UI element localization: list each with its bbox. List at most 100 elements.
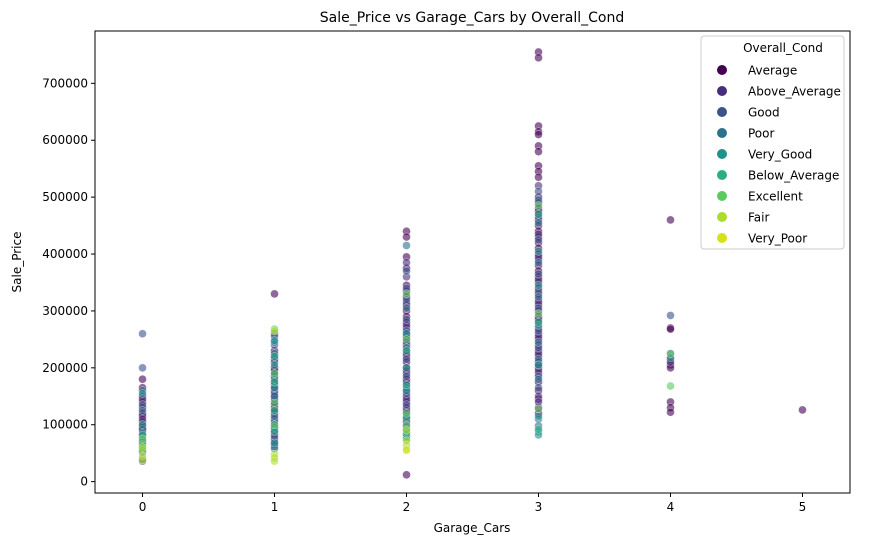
x-tick-label: 4 [667,500,675,514]
data-point-good [534,269,543,279]
data-point-average [666,215,675,225]
data-point-fair [270,456,279,466]
data-point-poor [534,374,543,384]
data-point-average [534,53,543,62]
data-point-excellent [270,420,279,429]
data-point-good [138,329,147,338]
chart-title: Sale_Price vs Garage_Cars by Overall_Con… [320,10,624,26]
data-point-fair [270,326,279,336]
y-tick-label: 500000 [42,190,88,204]
data-point-average [138,374,147,384]
data-point-very-good [402,363,411,373]
data-point-fair [138,443,147,452]
data-point-excellent [534,201,543,210]
x-tick-label: 0 [139,500,147,514]
legend-label: Excellent [748,190,803,204]
legend: Overall_Cond Average Above_Average Good Poo… [700,35,845,250]
legend-frame [700,35,845,250]
data-point-poor [402,241,411,250]
x-tick-label: 3 [535,500,543,514]
legend-marker [717,107,727,117]
data-point-good [402,400,411,410]
data-point-excellent [666,349,675,358]
data-point-excellent [402,289,411,299]
legend-label: Fair [748,211,769,225]
legend-title: Overall_Cond [743,41,823,55]
legend-marker [717,212,727,222]
legend-label: Good [748,106,780,120]
data-point-good [402,372,411,381]
data-point-excellent [270,369,279,378]
x-axis-label: Garage_Cars [434,521,511,535]
x-tick-label: 1 [271,500,279,514]
y-axis-label: Sale_Price [10,232,24,293]
data-point-poor [534,258,543,267]
legend-marker [717,170,727,180]
data-point-average [534,147,543,156]
data-point-below-average [534,209,543,219]
data-point-fair [402,426,411,435]
data-point-good [402,315,411,324]
y-tick-label: 700000 [42,76,88,90]
data-point-poor [534,337,543,347]
data-point-good [402,266,411,276]
data-point-very-good [270,336,279,345]
y-tick-label: 200000 [42,361,88,375]
data-point-below-average [270,352,279,361]
data-point-below-average [534,425,543,434]
data-point-good [402,355,411,364]
data-point-excellent [402,409,411,418]
data-point-very-good [534,246,543,256]
x-tick-label: 2 [403,500,411,514]
legend-label: Very_Poor [748,232,807,246]
data-point-very-good [534,360,543,370]
data-point-excellent [666,381,675,391]
data-point-average [534,172,543,182]
data-point-average [534,130,543,139]
y-tick-label: 100000 [42,418,88,432]
data-point-excellent [534,309,543,319]
data-point-average [798,405,807,415]
plot-area [138,47,807,480]
data-point-very-good [534,411,543,421]
legend-label: Above_Average [748,85,841,99]
legend-marker [717,65,727,75]
y-tick-label: 300000 [42,304,88,318]
data-point-average [402,470,411,480]
y-tick-label: 0 [80,475,88,489]
data-point-average [270,289,279,299]
data-point-excellent [534,404,543,414]
data-point-poor [534,292,543,301]
data-point-very-good [138,389,147,398]
data-point-excellent [402,335,411,344]
data-point-poor [138,406,147,415]
data-point-good [534,383,543,392]
data-point-below-average [270,406,279,415]
data-point-poor [402,303,411,313]
data-point-fair [138,455,147,465]
legend-label: Below_Average [748,169,839,183]
data-point-below-average [534,318,543,327]
data-point-excellent [138,434,147,444]
data-point-good [534,235,543,245]
data-point-above-average [402,258,411,267]
legend-marker [717,128,727,138]
data-point-very-good [534,281,543,290]
data-point-excellent [270,398,279,408]
data-point-poor [534,218,543,227]
data-point-below-average [402,346,411,356]
data-point-very-good [270,360,279,370]
y-axis: 0 100000 200000 300000 400000 500000 600000 700… [42,76,95,489]
legend-entries: Average Above_Average Good Poor Very_Good Bel… [717,64,841,246]
legend-marker [717,86,727,96]
data-point-very-good [138,420,147,429]
legend-marker [717,191,727,201]
plot-frame [94,30,851,494]
data-point-average [666,407,675,417]
legend-label: Average [748,64,797,78]
data-point-good [138,363,147,373]
y-tick-label: 600000 [42,133,88,147]
legend-marker [717,149,727,159]
